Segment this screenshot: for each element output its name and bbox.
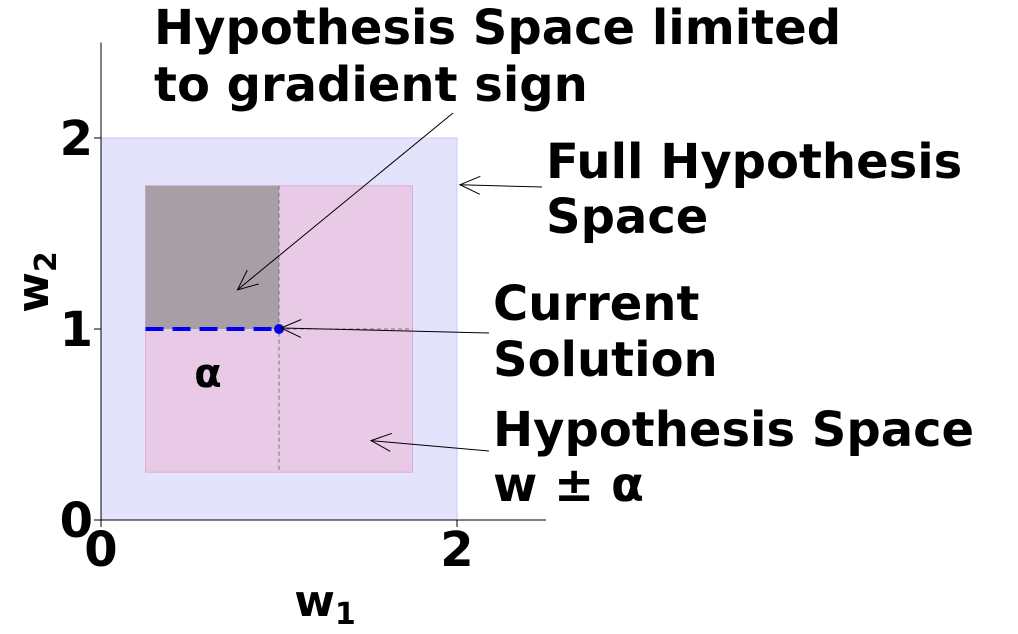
gradient-sign-region [145, 185, 279, 329]
current-solution-point [274, 324, 284, 334]
arrow-current-solution-head [279, 319, 302, 338]
annotation-alpha-space-line-2: w ± α [493, 457, 644, 513]
annotation-current-solution: Current Solution [493, 276, 718, 388]
annotation-alpha-space-line-1: Hypothesis Space [493, 402, 974, 458]
annotation-full-space-line-2: Space [546, 189, 708, 245]
annotation-gradient-sign-line-2: to gradient sign [154, 57, 588, 113]
arrow-alpha-space-head [369, 432, 392, 452]
y-tick-label: 1 [60, 302, 93, 358]
annotation-current-solution-line-1: Current [493, 276, 699, 332]
arrow-current-solution [280, 327, 490, 334]
annotation-full-space: Full Hypothesis Space [546, 134, 979, 245]
axes-layer: 0 2 0 1 2 [60, 42, 546, 578]
arrows-layer [236, 112, 543, 452]
y-axis-label-base: w [8, 272, 59, 313]
x-axis-label: w1 [294, 576, 356, 632]
arrow-full-space [459, 184, 543, 188]
annotation-alpha-space: Hypothesis Space w ± α [493, 402, 991, 513]
annotation-full-space-line-1: Full Hypothesis [546, 134, 962, 190]
x-axis-label-sub: 1 [335, 597, 356, 632]
arrow-alpha-space [370, 440, 490, 452]
y-tick-label: 2 [60, 111, 93, 167]
y-axis-label-sub: 2 [29, 251, 64, 272]
marks-layer [145, 324, 284, 334]
annotation-current-solution-line-2: Solution [493, 332, 718, 388]
alpha-label: α [194, 351, 221, 397]
x-axis-label-base: w [294, 576, 335, 627]
annotation-gradient-sign: Hypothesis Space limited to gradient sig… [154, 0, 858, 113]
annotation-gradient-sign-line-1: Hypothesis Space limited [154, 0, 841, 56]
y-tick-label: 0 [60, 493, 93, 549]
arrow-gradient-sign-head [236, 269, 259, 291]
y-axis-label: w2 [8, 251, 64, 313]
arrow-gradient-sign [237, 112, 454, 291]
arrow-full-space-head [458, 175, 481, 195]
x-tick-label: 2 [440, 522, 473, 578]
x-tick-label: 0 [84, 522, 117, 578]
